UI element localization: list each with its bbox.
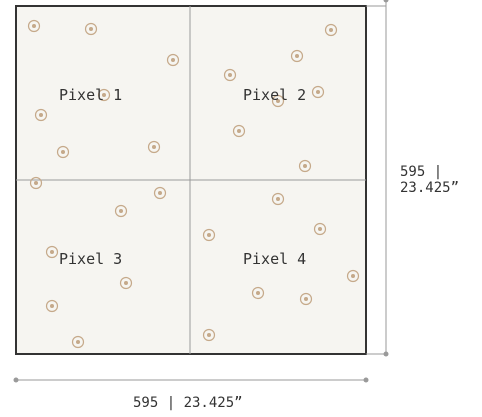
pixel-1-label: Pixel 1 (59, 86, 122, 104)
width-dimension-label: 595 | 23.425” (133, 395, 243, 411)
sample-marker-dot (102, 93, 106, 97)
sample-marker-dot (152, 145, 156, 149)
sample-marker (45, 299, 59, 313)
sample-marker-dot (76, 340, 80, 344)
pixel-2-label: Pixel 2 (243, 86, 306, 104)
sample-marker-dot (276, 197, 280, 201)
sample-marker (153, 186, 167, 200)
sample-marker-dot (256, 291, 260, 295)
sample-marker (298, 159, 312, 173)
sample-markers (27, 19, 360, 349)
sample-marker (114, 204, 128, 218)
sample-marker (311, 85, 325, 99)
sample-marker (346, 269, 360, 283)
sample-marker (27, 19, 41, 33)
sample-marker (299, 292, 313, 306)
sample-marker (232, 124, 246, 138)
sample-marker-dot (32, 24, 36, 28)
sample-marker-dot (228, 73, 232, 77)
sample-marker-dot (295, 54, 299, 58)
sample-marker-dot (237, 129, 241, 133)
width-dimension-left-dot (13, 377, 19, 383)
sample-marker-dot (50, 304, 54, 308)
sample-marker (223, 68, 237, 82)
sample-marker (119, 276, 133, 290)
pixel-4-label: Pixel 4 (243, 250, 306, 268)
height-dimension-label-line1: 595 | (400, 164, 442, 180)
sample-marker (45, 245, 59, 259)
sample-marker-dot (124, 281, 128, 285)
pixel-3-label: Pixel 3 (59, 250, 122, 268)
sample-marker-dot (276, 99, 280, 103)
sample-marker-dot (318, 227, 322, 231)
sample-marker-dot (119, 209, 123, 213)
sample-marker-dot (50, 250, 54, 254)
sample-marker-dot (316, 90, 320, 94)
height-dimension-bottom-dot (383, 351, 389, 357)
sample-marker (202, 328, 216, 342)
sample-marker (313, 222, 327, 236)
sample-marker-dot (351, 274, 355, 278)
sample-marker (290, 49, 304, 63)
sample-marker-dot (207, 333, 211, 337)
sample-marker-dot (39, 113, 43, 117)
sample-marker-dot (329, 28, 333, 32)
sample-marker (71, 335, 85, 349)
sample-marker (271, 192, 285, 206)
height-dimension-label-line2: 23.425” (400, 180, 459, 196)
sample-marker (271, 94, 285, 108)
sample-marker-dot (303, 164, 307, 168)
sample-marker (29, 176, 43, 190)
sample-marker-dot (34, 181, 38, 185)
width-dimension-right-dot (363, 377, 369, 383)
height-dimension-top-dot (383, 0, 389, 3)
sample-marker (202, 228, 216, 242)
sample-marker (34, 108, 48, 122)
sample-marker (84, 22, 98, 36)
sample-marker-dot (89, 27, 93, 31)
sample-marker-dot (171, 58, 175, 62)
sample-marker (324, 23, 338, 37)
sample-marker (147, 140, 161, 154)
sample-marker-dot (304, 297, 308, 301)
sample-marker (166, 53, 180, 67)
sample-marker (97, 88, 111, 102)
sample-marker-dot (61, 150, 65, 154)
sample-marker (56, 145, 70, 159)
sample-marker-dot (158, 191, 162, 195)
sample-marker (251, 286, 265, 300)
sample-marker-dot (207, 233, 211, 237)
